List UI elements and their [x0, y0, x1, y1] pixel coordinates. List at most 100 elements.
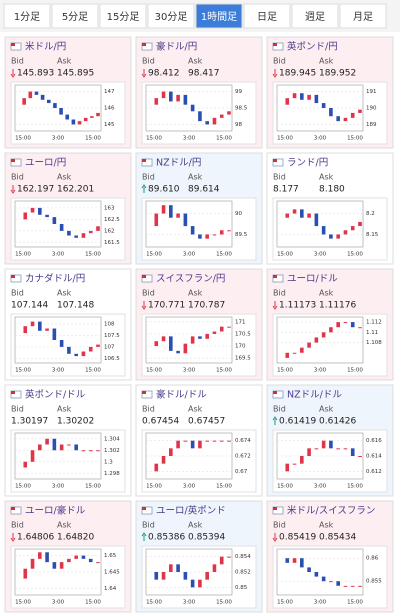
y-tick-label: 1.298: [104, 471, 120, 477]
candle: [321, 440, 326, 449]
y-tick-label: 189: [366, 122, 377, 128]
candle: [67, 558, 71, 563]
candle: [74, 555, 78, 559]
bid-price: 189.945: [279, 69, 316, 79]
chart-frame: [276, 548, 364, 596]
tab-label[interactable]: 5分足: [62, 11, 88, 23]
bid-label: Bid: [273, 173, 286, 182]
candle: [329, 108, 333, 117]
candle: [205, 234, 209, 239]
arrow-head: [141, 184, 147, 189]
tab-label[interactable]: 週足: [305, 11, 325, 23]
candle: [30, 321, 35, 327]
y-tick-label: 0.86: [366, 556, 379, 562]
y-tick-label: 169.5: [235, 356, 251, 362]
tab[interactable]: [339, 3, 387, 29]
y-tick-label: 107.5: [104, 333, 120, 339]
candle: [34, 91, 39, 95]
candle: [154, 98, 159, 105]
tab[interactable]: [291, 3, 339, 29]
candle: [307, 342, 311, 348]
candle: [300, 93, 304, 100]
bid-price: 8.177: [273, 185, 299, 195]
y-tick-label: 90: [235, 211, 242, 217]
tab-label[interactable]: 30分足: [155, 11, 188, 23]
y-tick-label: 170: [235, 344, 246, 350]
candle: [52, 438, 57, 451]
y-tick-label: 0.672: [235, 454, 251, 460]
tab[interactable]: [3, 3, 51, 29]
candle: [190, 336, 195, 344]
candle: [190, 226, 195, 235]
pair-title: 豪ドル/ドル: [156, 389, 207, 401]
ask-price: 1.30202: [57, 417, 94, 427]
y-tick-label: 162: [104, 228, 115, 234]
tab[interactable]: [51, 3, 99, 29]
ask-label: Ask: [319, 405, 334, 414]
candle: [227, 230, 231, 232]
y-tick-label: 145: [104, 122, 115, 128]
candle: [45, 328, 49, 331]
flag-icon-mark: [142, 159, 146, 162]
candle: [183, 572, 188, 580]
tab-label[interactable]: 15分足: [107, 11, 140, 23]
candle: [183, 94, 188, 105]
bid-label: Bid: [142, 289, 155, 298]
candle: [329, 327, 333, 333]
candle: [212, 440, 217, 442]
candle: [198, 579, 202, 588]
candle: [198, 440, 202, 449]
candle: [292, 209, 297, 214]
arrow-head: [141, 532, 147, 537]
candle: [38, 552, 42, 559]
candle: [83, 117, 88, 122]
tab[interactable]: [99, 3, 147, 29]
y-tick-label: 191: [366, 89, 377, 95]
tab[interactable]: [243, 3, 291, 29]
candle: [169, 448, 173, 456]
y-tick-label: 98: [235, 122, 242, 128]
tab[interactable]: [195, 3, 243, 29]
ask-price: 8.180: [319, 185, 345, 195]
candle: [176, 564, 180, 572]
tab-label[interactable]: 日足: [257, 11, 277, 23]
tab-label[interactable]: 1分足: [14, 11, 40, 23]
x-tick-label: 3:00: [52, 368, 65, 374]
y-tick-label: 1.65: [104, 553, 117, 559]
chart-frame: [145, 316, 233, 364]
tab[interactable]: [147, 3, 195, 29]
candle: [227, 326, 231, 328]
x-tick-label: 15:00: [85, 252, 101, 258]
candle: [45, 438, 49, 445]
x-tick-label: 15:00: [216, 252, 232, 258]
flag-icon: [10, 506, 22, 515]
candle: [81, 351, 86, 357]
tab-label[interactable]: 月足: [353, 11, 373, 23]
tab-label[interactable]: 1時間足: [201, 11, 237, 23]
candle: [292, 558, 297, 563]
candle: [314, 213, 319, 227]
x-tick-label: 15:00: [347, 136, 363, 142]
flag-icon-mark: [11, 391, 15, 394]
candle: [343, 230, 348, 235]
bid-label: Bid: [142, 521, 155, 530]
candle: [219, 556, 224, 565]
candle: [52, 328, 57, 340]
y-tick-label: 98.5: [235, 106, 248, 112]
